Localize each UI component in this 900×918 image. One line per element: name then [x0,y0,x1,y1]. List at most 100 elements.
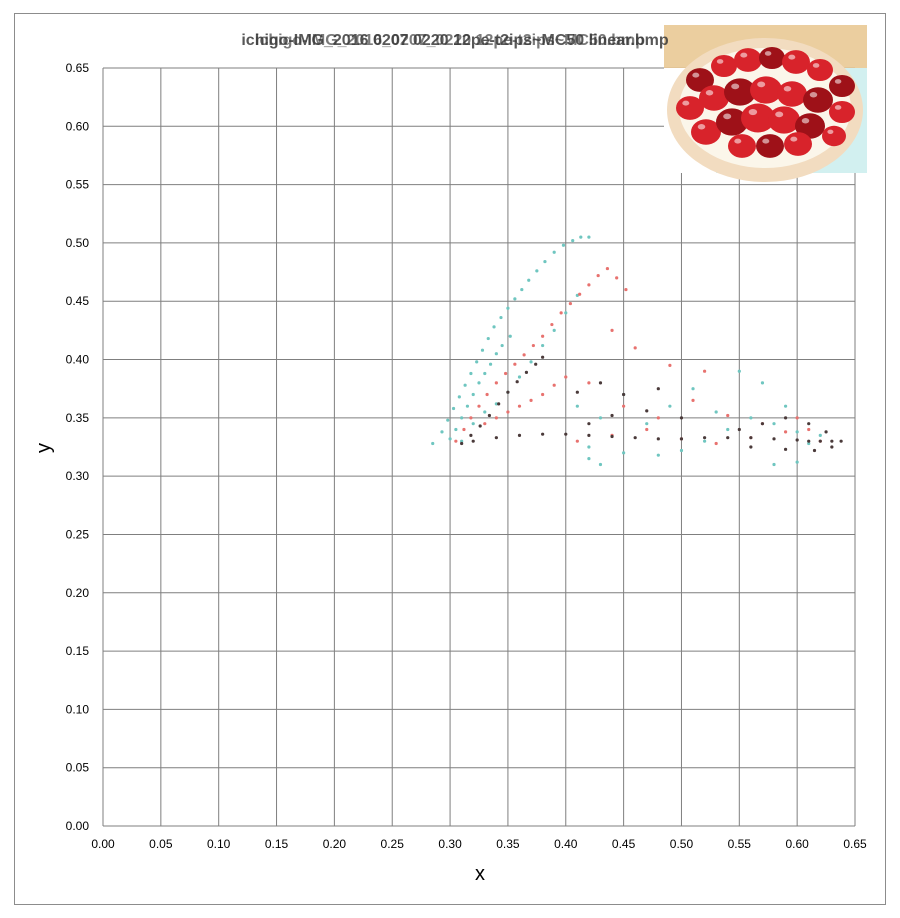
data-point [513,362,517,366]
data-point [541,334,545,338]
data-point [598,462,603,467]
data-point [454,439,458,443]
data-point [703,369,707,373]
data-point [783,430,788,434]
y-tick-label: 0.35 [66,411,90,425]
data-point [656,453,660,457]
strawberry-highlight [834,105,842,110]
data-point [691,398,695,402]
data-point [795,430,799,434]
y-tick-labels: 0.00 0.05 0.10 0.15 0.20 0.25 0.30 0.35 0.40 0.45… [66,61,90,833]
strawberry-shape [750,76,782,104]
x-tick-label: 0.50 [670,837,694,851]
data-point [561,243,566,247]
data-point [610,413,614,418]
data-point [469,416,473,420]
data-point [494,416,498,420]
data-point [575,404,579,408]
data-point [513,297,517,301]
grid [102,67,856,827]
data-point [587,445,591,449]
chart-title: ichigo-IMG_2016 0207 0220 12pe-t2ips~MC5… [241,32,669,49]
data-point [564,375,568,379]
data-point [451,406,456,411]
data-point [543,259,547,264]
strawberry-shape [768,106,800,134]
strawberry-highlight [775,111,784,118]
data-point [668,363,672,367]
y-tick-label: 0.45 [66,294,90,308]
data-point [624,287,628,292]
data-point [463,383,467,387]
data-point [795,416,799,420]
data-point [478,424,482,428]
data-point [575,390,579,394]
data-point [795,460,799,464]
strawberry-highlight [740,52,748,58]
strawberry-highlight [731,83,740,90]
data-point [587,381,591,385]
strawberry-highlight [697,124,706,130]
data-point [471,422,475,426]
data-point [807,441,811,446]
data-point [839,439,843,443]
data-point [656,387,660,391]
data-point [457,395,461,399]
series-0 [431,235,822,467]
data-point [469,371,473,376]
data-point [529,360,533,364]
data-point [471,439,475,443]
data-point [483,422,487,426]
x-tick-label: 0.40 [554,837,578,851]
y-tick-label: 0.30 [66,469,90,483]
data-point [587,235,591,239]
y-tick-label: 0.20 [66,586,90,600]
data-point [818,439,822,443]
data-point [807,422,811,426]
y-tick-label: 0.65 [66,61,90,75]
data-point [541,343,545,348]
strawberry-highlight [723,113,732,120]
data-point [795,438,799,442]
data-point [772,462,776,467]
data-point [610,328,614,332]
data-point [633,436,637,440]
data-point [497,402,501,406]
y-tick-label: 0.00 [66,819,90,833]
y-axis-title: y [33,443,55,453]
data-point [726,427,730,432]
data-point [818,433,822,437]
x-tick-label: 0.55 [728,837,752,851]
data-point [446,418,450,422]
data-point [527,278,531,282]
data-point [520,287,524,292]
data-point [550,322,554,327]
data-point [492,325,496,329]
strawberry-highlight [762,138,770,144]
data-point [772,437,776,441]
data-point [460,439,464,443]
strawberry-highlight [790,136,798,142]
data-point [714,441,718,446]
data-point [622,404,626,408]
data-point [726,413,730,418]
series-2 [460,355,843,453]
x-tick-label: 0.30 [438,837,462,851]
data-point [830,439,834,443]
x-tick-label: 0.20 [323,837,347,851]
y-tick-label: 0.25 [66,527,90,541]
data-point [552,383,556,387]
data-point [656,437,660,441]
data-point [564,311,568,315]
y-tick-label: 0.60 [66,119,90,133]
data-point [587,283,591,287]
data-point [737,427,741,432]
data-point [494,352,498,356]
strawberry-shape [734,48,762,72]
x-tick-label: 0.00 [91,837,115,851]
y-tick-label: 0.15 [66,644,90,658]
data-point [575,439,579,443]
data-point [534,362,538,366]
data-point [531,343,535,348]
y-tick-label: 0.40 [66,353,90,367]
